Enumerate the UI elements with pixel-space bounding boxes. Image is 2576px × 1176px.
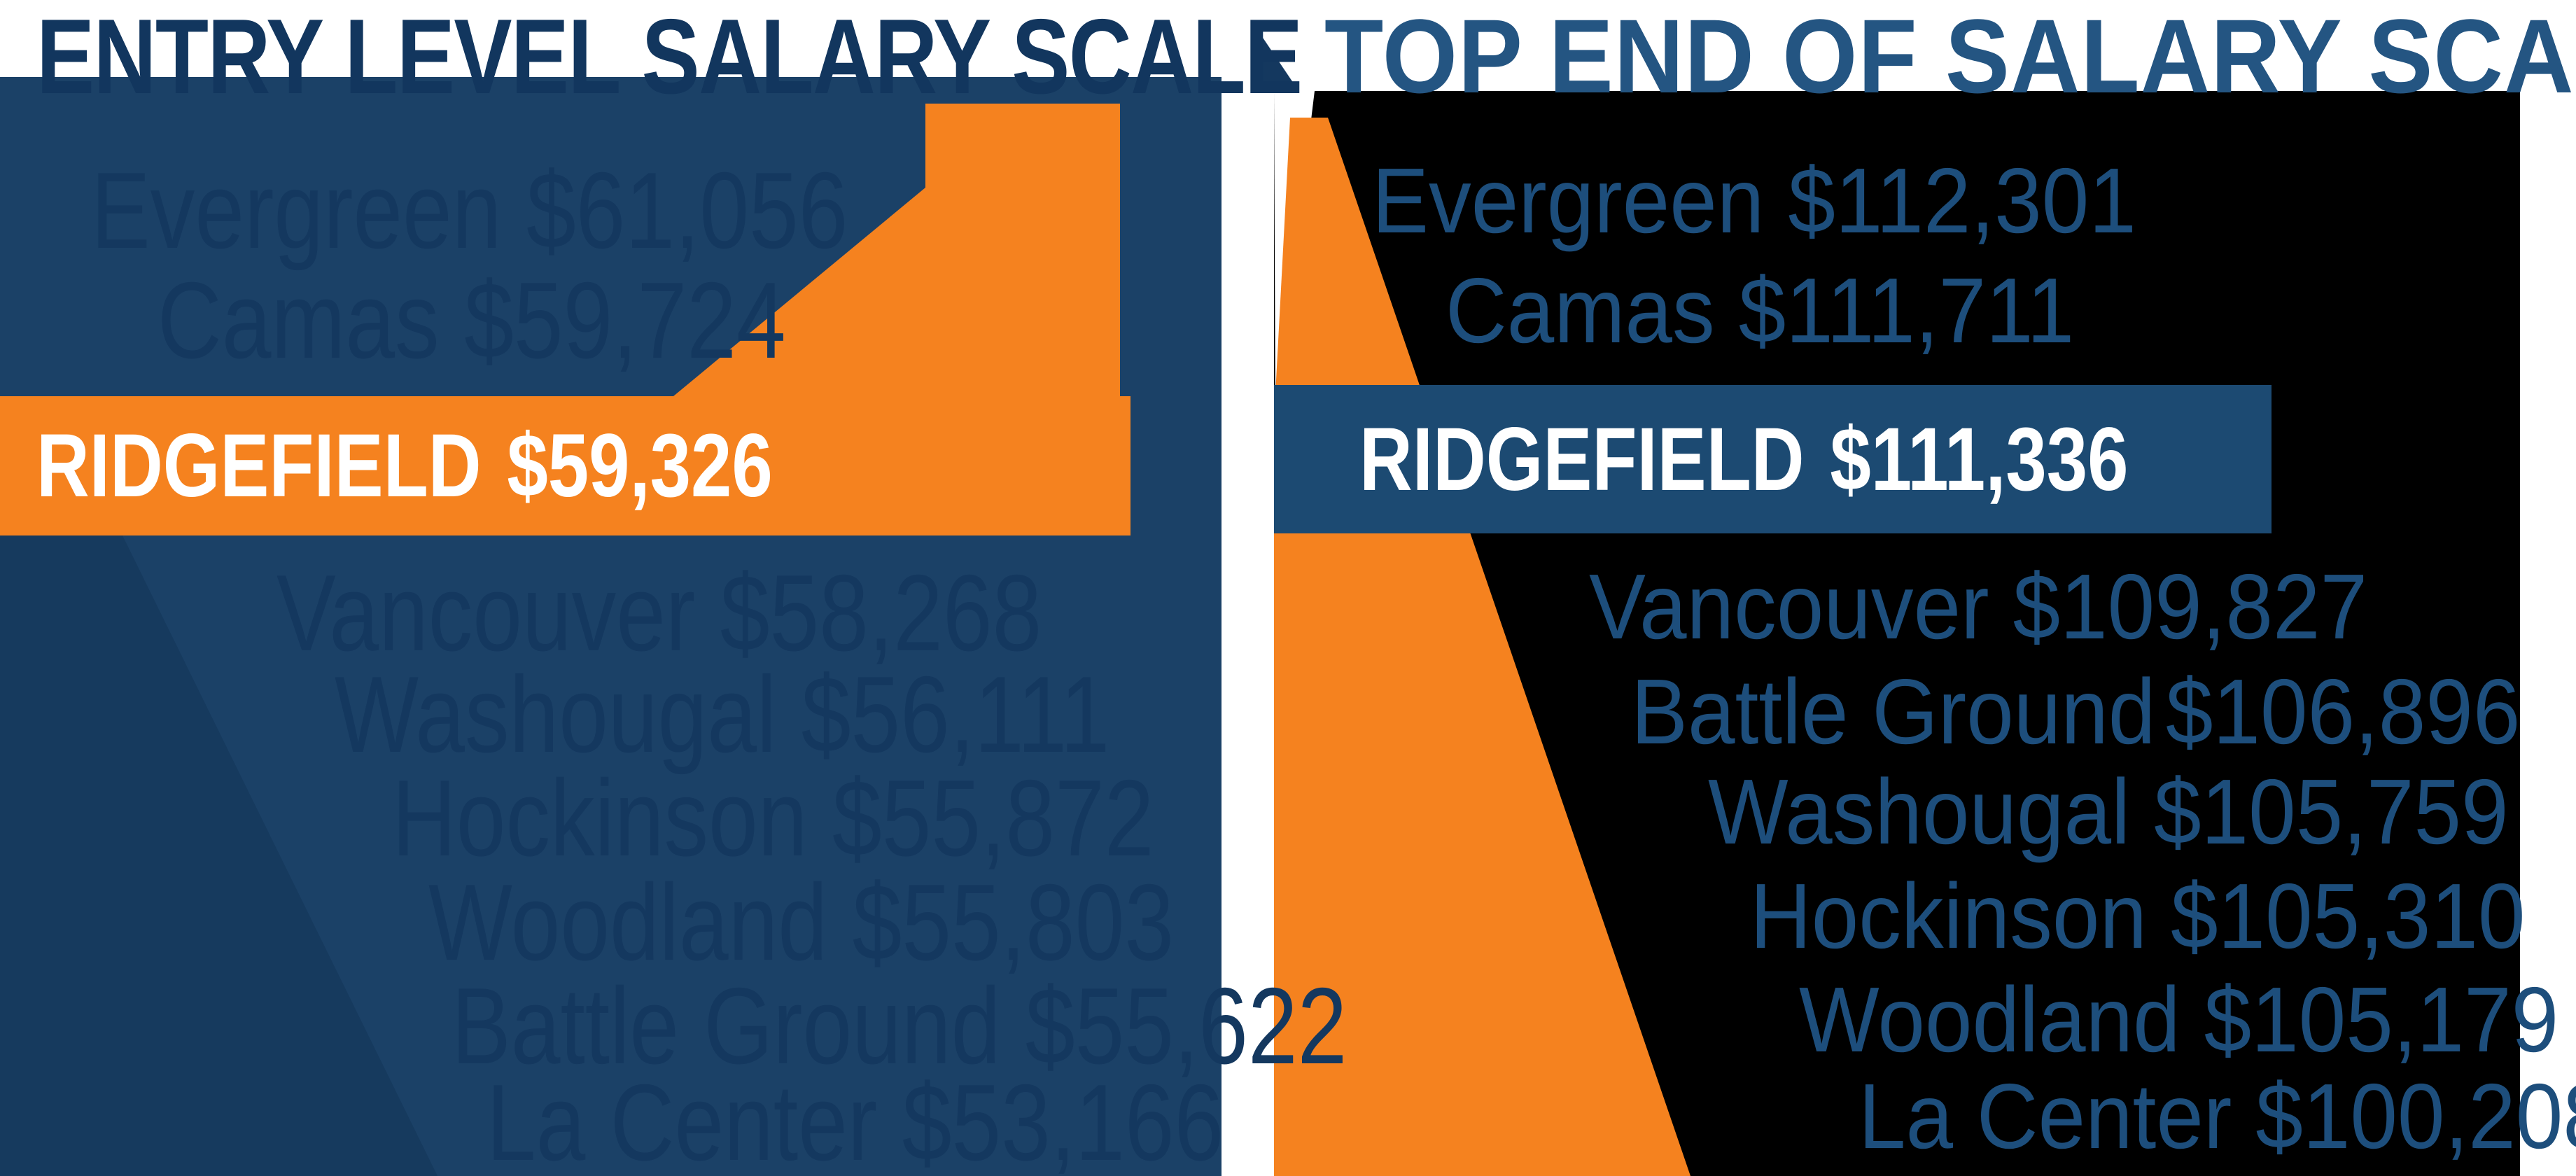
salary-row: La Center $53,166 <box>486 1060 1224 1176</box>
district-name: Woodland <box>428 862 828 983</box>
district-name: RIDGEFIELD <box>36 416 482 516</box>
district-name: Camas <box>158 260 440 381</box>
district-name: Hockinson <box>392 757 808 878</box>
salary-value: $100,208 <box>2255 1065 2576 1168</box>
salary-value: $111,711 <box>1738 259 2075 362</box>
left-orange-ribbon <box>673 104 1120 396</box>
district-name: Washougal <box>1708 760 2131 863</box>
district-name: Vancouver <box>1589 555 1989 658</box>
district-name: La Center <box>486 1062 878 1176</box>
salary-value: $109,827 <box>2012 555 2368 658</box>
district-name: La Center <box>1858 1065 2232 1168</box>
salary-value: $105,310 <box>2171 864 2526 967</box>
salary-row: Battle Ground $106,896 <box>1631 659 2520 764</box>
salary-value: $59,326 <box>507 416 773 516</box>
salary-row: Evergreen $61,056 <box>91 148 848 273</box>
ridgefield-highlight-band-entry: RIDGEFIELD $59,326 <box>0 396 1130 536</box>
salary-value: $59,724 <box>464 260 786 381</box>
salary-value: $61,056 <box>526 150 848 271</box>
district-name: Washougal <box>335 654 777 775</box>
district-name: Battle Ground <box>1631 660 2156 763</box>
salary-row: Vancouver $109,827 <box>1589 554 2367 659</box>
salary-value: $58,268 <box>720 552 1042 673</box>
right-orange-ribbon <box>1274 118 1690 1176</box>
salary-value: $56,111 <box>801 654 1110 775</box>
salary-row: Woodland $55,803 <box>428 860 1174 985</box>
salary-row: Vancouver $58,268 <box>276 551 1042 676</box>
salary-row: Hockinson $55,872 <box>392 756 1154 881</box>
salary-value: $53,166 <box>902 1062 1224 1176</box>
salary-value: $55,872 <box>832 757 1154 878</box>
salary-row: La Center $100,208 <box>1858 1063 2576 1169</box>
ridgefield-highlight-band-top: RIDGEFIELD $111,336 <box>1274 385 2272 533</box>
salary-row: Battle Ground $55,622 <box>451 964 1347 1088</box>
salary-value: $106,896 <box>2165 660 2521 763</box>
top-end-title: TOP END OF SALARY SCALE <box>1324 0 2576 115</box>
salary-value: $55,803 <box>852 862 1175 983</box>
district-name: Vancouver <box>276 552 696 673</box>
salary-row: Evergreen $112,301 <box>1372 148 2136 253</box>
salary-row: Washougal $56,111 <box>335 652 1110 777</box>
salary-value: $55,622 <box>1025 965 1348 1086</box>
district-name: Evergreen <box>1372 149 1765 252</box>
district-name: Woodland <box>1799 968 2180 1071</box>
district-name: RIDGEFIELD <box>1359 409 1805 510</box>
salary-value: $105,759 <box>2154 760 2509 863</box>
salary-value: $105,179 <box>2204 968 2559 1071</box>
district-name: Camas <box>1446 259 1715 362</box>
salary-row: Washougal $105,759 <box>1708 759 2509 864</box>
salary-value: $111,336 <box>1830 409 2129 510</box>
entry-level-title: ENTRY LEVEL SALARY SCALE <box>36 0 1303 116</box>
title-corner-triangle <box>1257 29 1298 90</box>
salary-row: Hockinson $105,310 <box>1750 863 2526 969</box>
district-name: Evergreen <box>91 150 502 271</box>
salary-row: Woodland $105,179 <box>1799 967 2558 1072</box>
salary-row: Camas $59,724 <box>158 258 786 383</box>
district-name: Hockinson <box>1750 864 2148 967</box>
left-navy-wedge <box>0 536 438 1176</box>
district-name: Battle Ground <box>451 965 1001 1086</box>
salary-value: $112,301 <box>1788 149 2136 252</box>
salary-row: Camas $111,711 <box>1446 258 2074 363</box>
